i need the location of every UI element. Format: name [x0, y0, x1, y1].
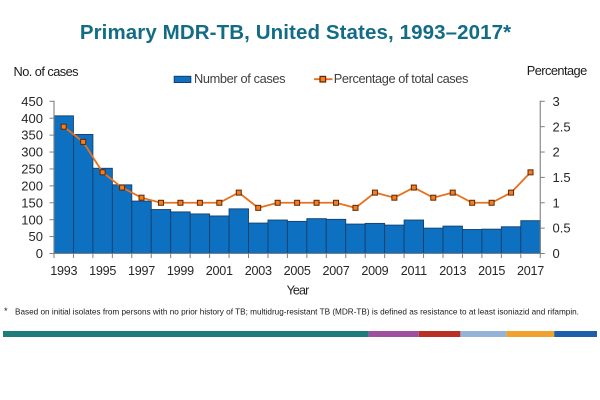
svg-text:1999: 1999 [167, 264, 194, 278]
svg-text:2017: 2017 [517, 264, 544, 278]
svg-text:1995: 1995 [89, 264, 116, 278]
svg-text:2.5: 2.5 [553, 119, 571, 134]
svg-text:350: 350 [21, 128, 43, 143]
svg-text:2003: 2003 [245, 264, 272, 278]
svg-text:*: * [4, 305, 8, 316]
svg-text:Number of cases: Number of cases [194, 71, 285, 86]
svg-text:2009: 2009 [361, 264, 388, 278]
svg-text:Percentage of total cases: Percentage of total cases [334, 71, 468, 86]
svg-text:Based on initial isolates from: Based on initial isolates from persons w… [15, 308, 579, 317]
svg-text:1997: 1997 [128, 264, 155, 278]
svg-text:Percentage: Percentage [527, 63, 587, 78]
svg-text:300: 300 [21, 145, 43, 160]
svg-text:2013: 2013 [439, 264, 466, 278]
svg-text:2015: 2015 [478, 264, 505, 278]
svg-text:0.5: 0.5 [553, 221, 571, 236]
svg-text:3: 3 [553, 94, 560, 109]
svg-text:100: 100 [21, 212, 43, 227]
svg-text:Year: Year [287, 284, 310, 298]
svg-text:150: 150 [21, 195, 43, 210]
svg-text:1.5: 1.5 [553, 170, 571, 185]
svg-text:1: 1 [553, 195, 560, 210]
svg-text:2: 2 [553, 145, 560, 160]
svg-text:1993: 1993 [50, 264, 77, 278]
svg-text:Primary MDR-TB, United States,: Primary MDR-TB, United States, 1993–2017… [80, 21, 511, 44]
svg-text:0: 0 [553, 246, 560, 261]
svg-text:450: 450 [21, 94, 43, 109]
svg-text:250: 250 [21, 162, 43, 177]
svg-text:2005: 2005 [284, 264, 311, 278]
svg-text:200: 200 [21, 178, 43, 193]
svg-text:2011: 2011 [401, 264, 427, 278]
svg-text:0: 0 [36, 246, 43, 261]
svg-text:400: 400 [21, 111, 43, 126]
svg-text:2001: 2001 [206, 264, 233, 278]
svg-text:No. of cases: No. of cases [14, 64, 79, 79]
svg-text:50: 50 [29, 229, 43, 244]
svg-text:2007: 2007 [323, 264, 350, 278]
